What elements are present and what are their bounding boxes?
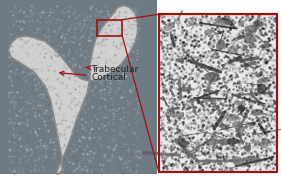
Ellipse shape (257, 77, 269, 83)
Ellipse shape (227, 138, 239, 144)
Ellipse shape (245, 25, 257, 33)
Bar (0, 174, 281, 179)
Ellipse shape (177, 87, 192, 92)
Ellipse shape (206, 138, 219, 145)
Ellipse shape (196, 142, 200, 151)
Bar (159, 14, 277, 172)
Ellipse shape (178, 137, 188, 148)
Ellipse shape (219, 124, 229, 130)
Ellipse shape (168, 112, 182, 117)
Text: Trabecular: Trabecular (86, 66, 139, 74)
Ellipse shape (241, 61, 257, 67)
Ellipse shape (259, 44, 272, 48)
Ellipse shape (233, 158, 245, 166)
Ellipse shape (237, 121, 243, 133)
Ellipse shape (244, 145, 251, 152)
Ellipse shape (238, 105, 245, 112)
Ellipse shape (250, 140, 265, 146)
Ellipse shape (228, 46, 239, 54)
Ellipse shape (243, 156, 261, 163)
Ellipse shape (236, 132, 243, 137)
Ellipse shape (222, 17, 234, 27)
Ellipse shape (203, 89, 219, 94)
Ellipse shape (261, 138, 270, 144)
Ellipse shape (234, 100, 243, 106)
Polygon shape (8, 5, 138, 174)
Ellipse shape (226, 114, 239, 121)
Ellipse shape (166, 107, 180, 111)
Ellipse shape (165, 22, 174, 31)
Ellipse shape (228, 143, 235, 147)
Ellipse shape (205, 72, 219, 82)
Ellipse shape (211, 109, 217, 111)
Ellipse shape (242, 45, 248, 51)
Ellipse shape (251, 109, 263, 116)
Ellipse shape (213, 20, 232, 26)
Ellipse shape (253, 20, 264, 27)
Ellipse shape (217, 139, 229, 146)
Ellipse shape (216, 39, 225, 51)
Text: Cortical: Cortical (60, 71, 126, 82)
Ellipse shape (244, 33, 255, 44)
Ellipse shape (232, 121, 242, 128)
Ellipse shape (238, 105, 245, 111)
Ellipse shape (216, 31, 225, 35)
Ellipse shape (214, 18, 233, 24)
Bar (97, 20, 122, 36)
Ellipse shape (236, 35, 245, 40)
Ellipse shape (201, 98, 215, 103)
Ellipse shape (197, 99, 205, 109)
Ellipse shape (204, 29, 213, 35)
Bar (0, 0, 157, 179)
Ellipse shape (175, 58, 184, 62)
Ellipse shape (181, 150, 194, 159)
Bar (159, 14, 277, 172)
Ellipse shape (257, 83, 267, 94)
Ellipse shape (187, 98, 197, 103)
Ellipse shape (232, 156, 242, 163)
Ellipse shape (262, 142, 268, 148)
